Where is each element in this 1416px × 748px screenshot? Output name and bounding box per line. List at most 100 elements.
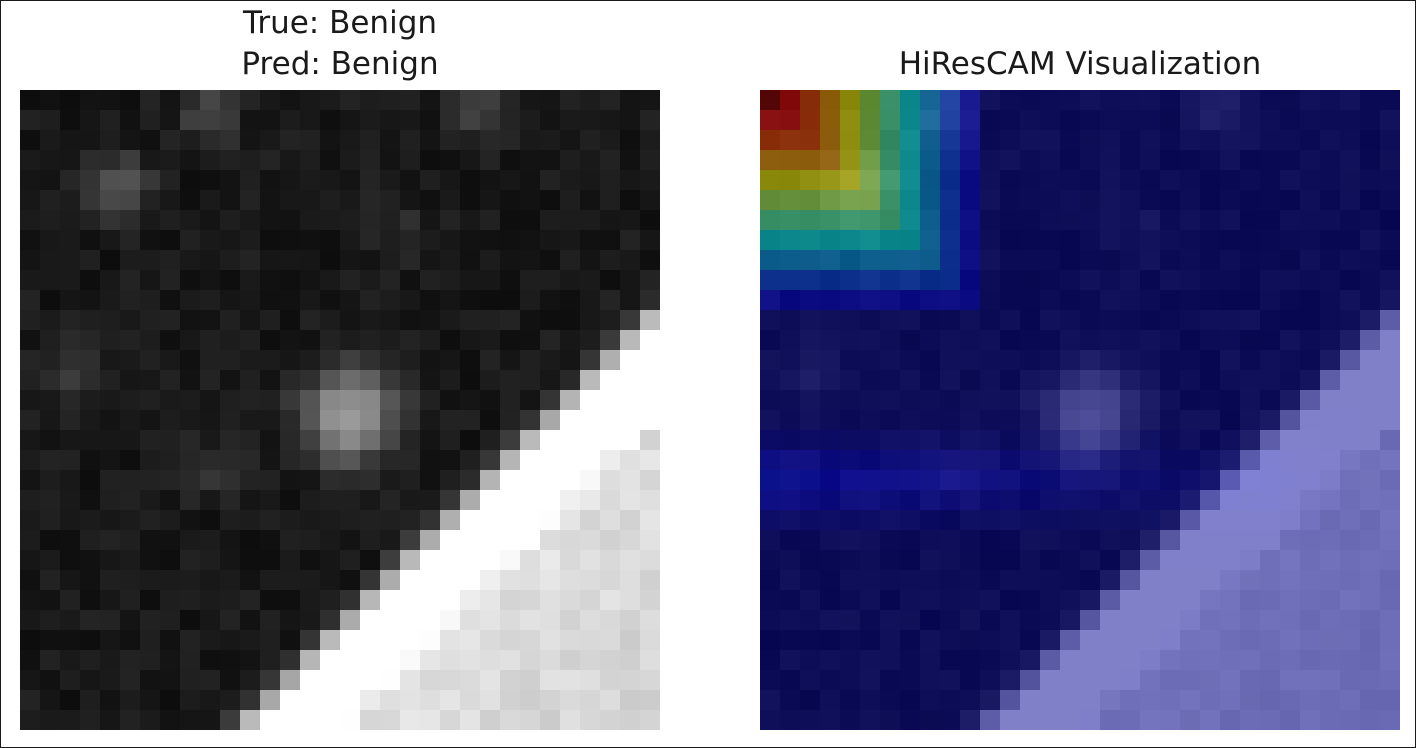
image-pixel — [60, 270, 81, 291]
image-pixel — [380, 390, 401, 411]
heatmap-pixel — [1260, 710, 1281, 730]
heatmap-pixel — [1080, 510, 1101, 531]
heatmap-pixel — [940, 650, 961, 671]
heatmap-pixel — [1040, 90, 1061, 111]
image-pixel — [520, 330, 541, 351]
heatmap-pixel — [1160, 410, 1181, 431]
image-pixel — [360, 630, 381, 651]
image-pixel — [260, 390, 281, 411]
heatmap-pixel — [960, 710, 981, 730]
heatmap-pixel — [900, 250, 921, 271]
image-pixel — [320, 410, 341, 431]
heatmap-pixel — [1320, 390, 1341, 411]
heatmap-pixel — [800, 130, 821, 151]
heatmap-pixel — [1020, 350, 1041, 371]
image-pixel — [260, 590, 281, 611]
image-pixel — [240, 470, 261, 491]
image-pixel — [180, 590, 201, 611]
heatmap-pixel — [780, 550, 801, 571]
heatmap-pixel — [860, 290, 881, 311]
image-pixel — [420, 490, 441, 511]
heatmap-pixel — [920, 90, 941, 111]
heatmap-pixel — [1040, 670, 1061, 691]
heatmap-pixel — [1260, 190, 1281, 211]
image-pixel — [80, 250, 101, 271]
heatmap-pixel — [900, 350, 921, 371]
heatmap-pixel — [1000, 510, 1021, 531]
image-pixel — [380, 650, 401, 671]
image-pixel — [580, 110, 601, 131]
image-pixel — [280, 290, 301, 311]
image-pixel — [120, 550, 141, 571]
heatmap-pixel — [1040, 130, 1061, 151]
heatmap-pixel — [860, 330, 881, 351]
image-pixel — [400, 530, 421, 551]
heatmap-pixel — [840, 670, 861, 691]
heatmap-pixel — [900, 330, 921, 351]
image-pixel — [620, 550, 641, 571]
image-pixel — [260, 490, 281, 511]
heatmap-pixel — [1100, 550, 1121, 571]
image-pixel — [420, 470, 441, 491]
heatmap-pixel — [780, 190, 801, 211]
image-pixel — [220, 610, 241, 631]
heatmap-pixel — [1320, 450, 1341, 471]
image-pixel — [500, 690, 521, 711]
image-pixel — [580, 490, 601, 511]
image-pixel — [340, 650, 361, 671]
image-pixel — [460, 490, 481, 511]
image-pixel — [160, 610, 181, 631]
heatmap-pixel — [920, 450, 941, 471]
image-pixel — [20, 410, 41, 431]
image-pixel — [580, 170, 601, 191]
image-pixel — [80, 450, 101, 471]
image-pixel — [120, 710, 141, 730]
heatmap-pixel — [860, 390, 881, 411]
image-pixel — [140, 190, 161, 211]
image-pixel — [280, 510, 301, 531]
image-pixel — [600, 410, 621, 431]
image-pixel — [560, 510, 581, 531]
heatmap-pixel — [1300, 710, 1321, 730]
heatmap-pixel — [1020, 370, 1041, 391]
image-pixel — [280, 130, 301, 151]
image-pixel — [140, 490, 161, 511]
heatmap-pixel — [1040, 650, 1061, 671]
image-pixel — [500, 590, 521, 611]
heatmap-pixel — [1080, 350, 1101, 371]
image-pixel — [340, 110, 361, 131]
heatmap-pixel — [1100, 390, 1121, 411]
heatmap-pixel — [1300, 650, 1321, 671]
image-pixel — [600, 450, 621, 471]
heatmap-pixel — [1080, 170, 1101, 191]
heatmap-pixel — [900, 110, 921, 131]
image-pixel — [560, 670, 581, 691]
image-pixel — [320, 390, 341, 411]
image-pixel — [440, 310, 461, 331]
image-pixel — [140, 690, 161, 711]
image-pixel — [300, 370, 321, 391]
image-pixel — [100, 350, 121, 371]
heatmap-pixel — [1160, 670, 1181, 691]
image-pixel — [120, 250, 141, 271]
heatmap-pixel — [780, 210, 801, 231]
heatmap-pixel — [1300, 690, 1321, 711]
heatmap-pixel — [960, 350, 981, 371]
image-pixel — [380, 270, 401, 291]
heatmap-pixel — [820, 250, 841, 271]
image-pixel — [540, 90, 561, 111]
heatmap-pixel — [980, 470, 1001, 491]
image-pixel — [460, 90, 481, 111]
heatmap-pixel — [880, 250, 901, 271]
heatmap-pixel — [860, 710, 881, 730]
image-pixel — [420, 230, 441, 251]
heatmap-pixel — [1020, 710, 1041, 730]
image-pixel — [20, 430, 41, 451]
heatmap-pixel — [1200, 650, 1221, 671]
heatmap-pixel — [1060, 310, 1081, 331]
image-pixel — [120, 650, 141, 671]
heatmap-pixel — [1180, 490, 1201, 511]
heatmap-pixel — [1000, 630, 1021, 651]
heatmap-pixel — [1060, 710, 1081, 730]
image-pixel — [500, 350, 521, 371]
